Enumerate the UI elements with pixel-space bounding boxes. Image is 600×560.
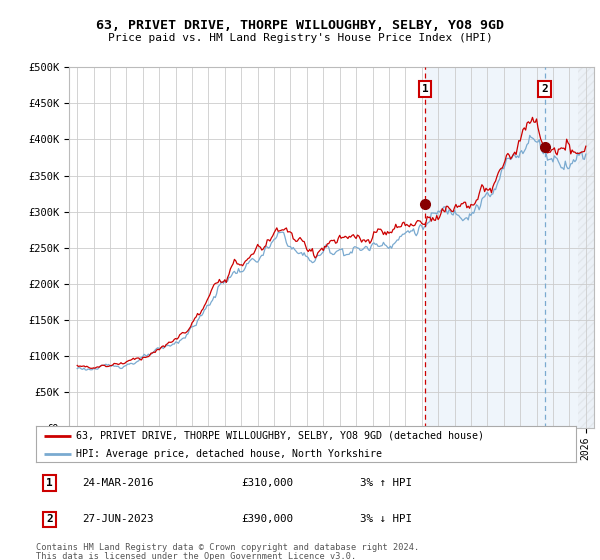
- Text: Price paid vs. HM Land Registry's House Price Index (HPI): Price paid vs. HM Land Registry's House …: [107, 33, 493, 43]
- Text: 3% ↑ HPI: 3% ↑ HPI: [360, 478, 412, 488]
- Text: 1: 1: [46, 478, 53, 488]
- Bar: [425, 67, 594, 428]
- Bar: [578, 67, 594, 428]
- Text: 27-JUN-2023: 27-JUN-2023: [82, 515, 154, 524]
- Text: 1: 1: [422, 84, 429, 94]
- Text: 63, PRIVET DRIVE, THORPE WILLOUGHBY, SELBY, YO8 9GD (detached house): 63, PRIVET DRIVE, THORPE WILLOUGHBY, SEL…: [77, 431, 485, 441]
- Text: 2: 2: [541, 84, 548, 94]
- Text: Contains HM Land Registry data © Crown copyright and database right 2024.: Contains HM Land Registry data © Crown c…: [36, 543, 419, 552]
- Bar: [578, 67, 594, 428]
- Text: £390,000: £390,000: [241, 515, 293, 524]
- Text: 24-MAR-2016: 24-MAR-2016: [82, 478, 154, 488]
- Text: HPI: Average price, detached house, North Yorkshire: HPI: Average price, detached house, Nort…: [77, 449, 383, 459]
- Text: This data is licensed under the Open Government Licence v3.0.: This data is licensed under the Open Gov…: [36, 552, 356, 560]
- Text: 3% ↓ HPI: 3% ↓ HPI: [360, 515, 412, 524]
- Text: £310,000: £310,000: [241, 478, 293, 488]
- Text: 2: 2: [46, 515, 53, 524]
- Text: 63, PRIVET DRIVE, THORPE WILLOUGHBY, SELBY, YO8 9GD: 63, PRIVET DRIVE, THORPE WILLOUGHBY, SEL…: [96, 18, 504, 32]
